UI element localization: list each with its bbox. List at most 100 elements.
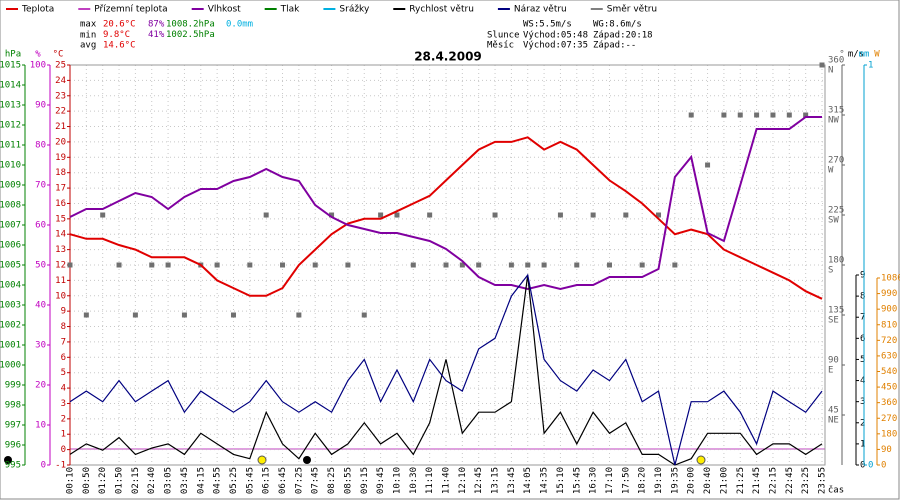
x-tick-label: 11:10: [425, 467, 435, 494]
x-tick-label: 01:20: [98, 467, 108, 494]
stat-value: 1008.2hPa: [166, 20, 215, 30]
wind-direction-point: [492, 212, 498, 218]
legend-label: Směr větru: [607, 5, 657, 15]
wind-direction-point: [427, 212, 433, 218]
y-tick-label: 1010: [0, 161, 21, 171]
y-tick-label: 1012: [0, 121, 21, 131]
wind-direction-point: [754, 112, 760, 118]
y-tick-label: 5: [860, 355, 865, 365]
y-tick-label: 270: [881, 414, 897, 424]
x-tick-label: 23:55: [818, 467, 828, 494]
y-tick-label: 6: [61, 353, 66, 363]
y-tick-label: 3: [860, 397, 865, 407]
y-tick-label: 1007: [0, 221, 21, 231]
wind-direction-point: [132, 312, 138, 318]
y-tick-label: 9: [860, 271, 865, 281]
wind-direction-point: [525, 262, 531, 268]
y-tick-label: 40: [35, 301, 46, 311]
series-line: [69, 273, 823, 466]
y-tick-label: SE: [828, 316, 839, 326]
astro-text: Západ:--: [593, 41, 636, 51]
stat-value: 14.6°C: [103, 41, 136, 51]
chart-title: 28.4.2009: [414, 50, 482, 64]
wind-direction-point: [672, 262, 678, 268]
y-tick-label: 0: [881, 461, 886, 471]
x-tick-label: 15:10: [556, 467, 566, 494]
x-tick-label: 13:45: [507, 467, 517, 494]
y-tick-label: 135: [828, 306, 844, 316]
y-tick-label: 1008: [0, 201, 21, 211]
x-tick-label: 14:35: [540, 467, 550, 494]
x-tick-label: 09:15: [360, 467, 370, 494]
astro-text: Východ:05:48: [523, 31, 588, 41]
wind-direction-point: [214, 262, 220, 268]
y-tick-label: 80: [35, 141, 46, 151]
legend-label: Náraz větru: [514, 5, 567, 15]
stat-value: 0.0mm: [226, 20, 253, 30]
y-tick-label: 4: [61, 384, 66, 394]
y-tick-label: 30: [35, 341, 46, 351]
y-tick-label: 540: [881, 367, 897, 377]
y-tick-label: 2: [61, 414, 66, 424]
y-tick-label: 20: [55, 137, 66, 147]
y-tick-label: S: [828, 266, 833, 276]
x-tick-label: 20:40: [703, 467, 713, 494]
legend-label: Srážky: [339, 5, 370, 15]
y-tick-label: 999: [5, 381, 21, 391]
x-tick-label: 14:05: [523, 467, 533, 494]
x-tick-label: 02:15: [131, 467, 141, 494]
wind-direction-point: [263, 212, 269, 218]
y-tick-label: 1009: [0, 181, 21, 191]
x-tick-label: 06:15: [262, 467, 272, 494]
y-tick-label: 996: [5, 441, 21, 451]
y-tick-label: NE: [828, 416, 839, 426]
stat-value: 87%: [148, 20, 165, 30]
x-tick-label: 11:40: [442, 467, 452, 494]
x-tick-label: 19:35: [670, 467, 680, 494]
y-tick-label: 1001: [0, 341, 21, 351]
x-tick-label: 20:00: [687, 467, 697, 494]
sunrise-marker: [257, 455, 267, 465]
y-tick-label: 45: [828, 406, 839, 416]
x-tick-label: 23:25: [801, 467, 811, 494]
y-tick-label: 14: [55, 230, 66, 240]
y-tick-label: 995: [5, 461, 21, 471]
sunset-marker: [696, 455, 706, 465]
y-tick-label: 1005: [0, 261, 21, 271]
y-tick-label: 315: [828, 106, 844, 116]
y-tick-label: 997: [5, 421, 21, 431]
y-tick-label: 1014: [0, 81, 21, 91]
y-tick-label: 1003: [0, 301, 21, 311]
y-tick-label: -1: [55, 461, 66, 471]
legend-label: Tlak: [280, 5, 301, 15]
wind-direction-point: [786, 112, 792, 118]
wind-direction-point: [688, 112, 694, 118]
y-tick-label: N: [828, 66, 833, 76]
y-tick-label: 8: [860, 292, 865, 302]
series-line: [69, 136, 823, 300]
astro-text: WG:8.6m/s: [593, 20, 642, 30]
wind-direction-point: [116, 262, 122, 268]
wind-direction-point: [721, 112, 727, 118]
y-tick-label: 23: [55, 91, 66, 101]
wind-direction-point: [361, 312, 367, 318]
axis-title: mm: [859, 50, 870, 60]
x-tick-label: 07:25: [294, 467, 304, 494]
wind-direction-point: [590, 212, 596, 218]
stat-label: avg: [80, 41, 96, 51]
y-tick-label: 22: [55, 107, 66, 117]
axis-title: °: [839, 50, 844, 60]
y-tick-label: 998: [5, 401, 21, 411]
wind-direction-point: [606, 262, 612, 268]
x-tick-label: 12:10: [458, 467, 468, 494]
y-tick-label: 17: [55, 184, 66, 194]
x-tick-label: 13:15: [491, 467, 501, 494]
wind-direction-point: [345, 262, 351, 268]
y-tick-label: 1: [868, 61, 873, 71]
y-tick-label: 0: [860, 461, 865, 471]
y-tick-label: 21: [55, 122, 66, 132]
y-tick-label: 18: [55, 168, 66, 178]
legend-label: Vlhkost: [208, 5, 241, 15]
y-tick-label: 15: [55, 214, 66, 224]
wind-direction-point: [165, 262, 171, 268]
